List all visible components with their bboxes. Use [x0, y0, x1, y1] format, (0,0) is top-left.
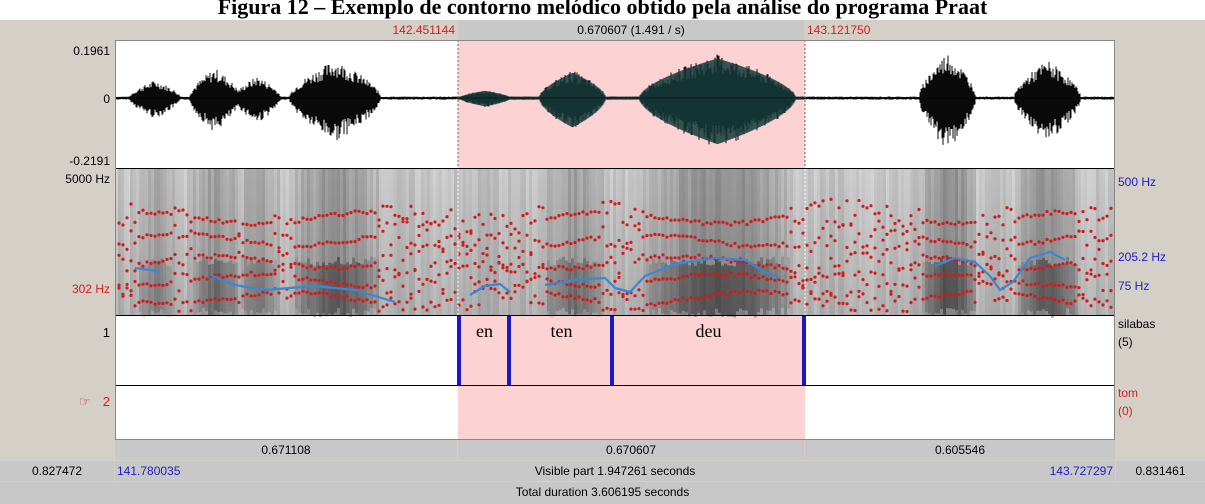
- top-bar-selection[interactable]: 0.670607 (1.491 / s): [458, 20, 804, 40]
- tier1-boundaries[interactable]: [457, 316, 806, 385]
- tier2-count: (0): [1118, 404, 1133, 418]
- tier2-pointer-icon: ☞: [79, 394, 91, 409]
- tier1-name[interactable]: silabas: [1118, 317, 1156, 331]
- left-outer-label: 0.827472: [31, 464, 83, 478]
- tier1-interval-ten[interactable]: ten: [550, 321, 573, 341]
- right-outer-bar[interactable]: 0.831461: [1116, 461, 1205, 481]
- pitch-bottom-label: 75 Hz: [1118, 279, 1150, 293]
- right-duration-label: 0.605546: [934, 443, 986, 457]
- visible-start-label: 141.780035: [117, 464, 181, 478]
- waveform-ymax-label: 0.1961: [73, 44, 110, 58]
- spectrogram-freq-top-label: 5000 Hz: [65, 172, 110, 186]
- top-bar-left[interactable]: 142.451144: [115, 20, 457, 40]
- selection-duration-label: 0.670607 (1.491 / s): [577, 23, 685, 37]
- selection-start-label: 142.451144: [392, 23, 455, 37]
- bottom-bar-left[interactable]: 0.671108: [115, 440, 457, 460]
- waveform-zero-label: 0: [103, 92, 110, 106]
- top-bar-right[interactable]: 143.121750: [805, 20, 1115, 40]
- pitch-top-label: 500 Hz: [1118, 175, 1157, 189]
- total-duration-bar[interactable]: Total duration 3.606195 seconds: [0, 482, 1205, 504]
- spectrogram-freq-bottom-label: 302 Hz: [71, 282, 110, 296]
- pitch-mid-label: 205.2 Hz: [1118, 250, 1167, 264]
- waveform-ymin-label: -0.2191: [69, 154, 110, 168]
- formant-tracks: [117, 197, 1113, 314]
- visible-part-label: Visible part 1.947261 seconds: [534, 464, 696, 478]
- right-outer-label: 0.831461: [1135, 464, 1186, 478]
- figure-caption: Figura 12 – Exemplo de contorno melódico…: [217, 0, 988, 19]
- bottom-bar-right[interactable]: 0.605546: [805, 440, 1115, 460]
- tier1-number[interactable]: 1: [102, 325, 110, 340]
- tier2-name[interactable]: tom: [1118, 386, 1139, 400]
- tier1-interval-deu[interactable]: deu: [695, 321, 722, 341]
- visible-end-label: 143.727297: [1049, 464, 1113, 478]
- left-duration-label: 0.671108: [261, 443, 311, 457]
- selection-end-label: 143.121750: [807, 23, 871, 37]
- left-outer-bar[interactable]: 0.827472: [0, 461, 114, 481]
- tier2-number[interactable]: 2: [102, 394, 110, 409]
- bottom-bar-selection[interactable]: 0.670607: [458, 440, 804, 460]
- visible-part-bar[interactable]: 141.780035 Visible part 1.947261 seconds…: [115, 461, 1115, 481]
- total-duration-label: Total duration 3.606195 seconds: [515, 485, 690, 499]
- pitch-contour: [134, 250, 1066, 304]
- praat-editor-window: 142.451144 0.670607 (1.491 / s) 143.1217…: [0, 20, 1205, 504]
- signal-panel[interactable]: [115, 40, 1115, 440]
- tier1-count: (5): [1118, 335, 1133, 349]
- tier1-interval-en[interactable]: en: [476, 321, 493, 341]
- selection-duration-bottom-label: 0.670607: [605, 443, 657, 457]
